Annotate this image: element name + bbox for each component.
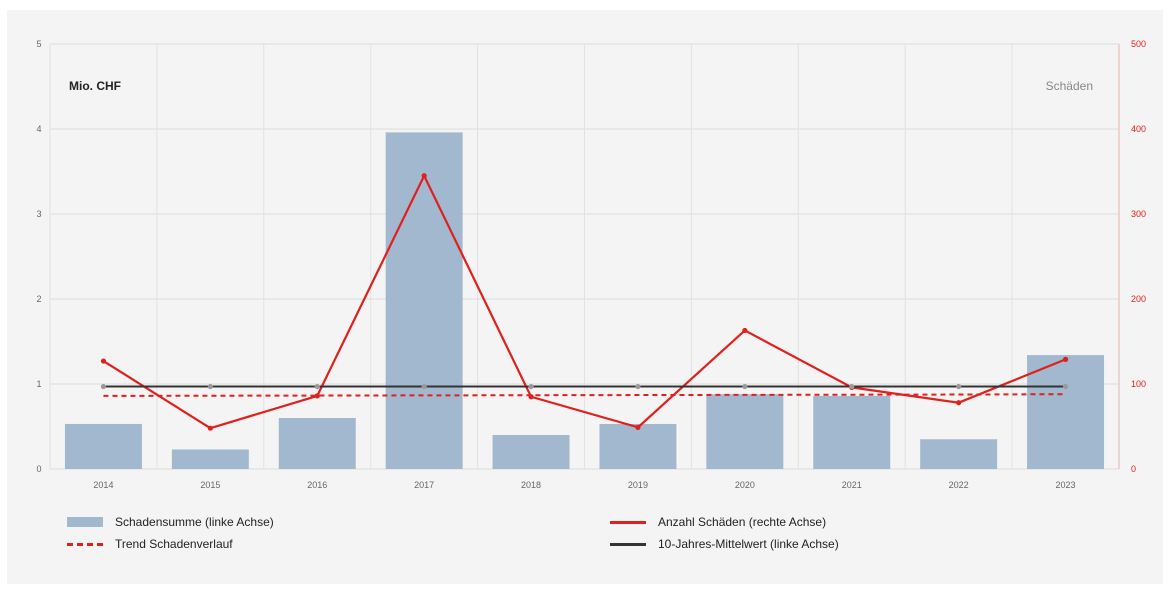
line-series: [100, 173, 1069, 431]
average-point: [849, 383, 855, 390]
count-point: [421, 173, 427, 179]
bar: [385, 132, 463, 469]
average-point: [635, 383, 641, 390]
y-axis-left-label: Mio. CHF: [69, 79, 121, 93]
legend-label: 10-Jahres-Mittelwert (linke Achse): [658, 537, 839, 551]
count-point: [635, 424, 641, 430]
average-point: [421, 383, 427, 390]
bar: [813, 395, 891, 469]
legend-item-mittelwert: 10-Jahres-Mittelwert (linke Achse): [610, 537, 839, 551]
y-right-tick-label: 400: [1131, 124, 1146, 134]
bar: [920, 439, 998, 469]
bar: [1027, 355, 1105, 469]
bar: [599, 423, 677, 469]
y-right-tick-label: 500: [1131, 39, 1146, 49]
x-tick-label: 2020: [735, 480, 755, 490]
bar: [706, 394, 784, 469]
count-point: [956, 400, 962, 406]
count-point: [1062, 356, 1069, 362]
x-tick-label: 2019: [628, 480, 648, 490]
y-axis-right-label: Schäden: [1046, 79, 1093, 93]
legend-swatch-dashed-line: [67, 542, 103, 546]
legend-label: Schadensumme (linke Achse): [115, 515, 274, 529]
legend-item-trend: Trend Schadenverlauf: [67, 537, 233, 551]
trend-line: [103, 393, 1066, 397]
x-tick-label: 2021: [842, 480, 862, 490]
bar: [171, 449, 249, 469]
x-tick-label: 2015: [200, 480, 220, 490]
count-point: [100, 358, 107, 364]
legend-swatch-line: [610, 542, 646, 546]
legend-item-schadensumme: Schadensumme (linke Achse): [67, 515, 274, 529]
x-tick-label: 2014: [93, 480, 113, 490]
y-right-tick-label: 0: [1131, 464, 1136, 474]
bar: [492, 435, 570, 469]
bar-series: [64, 132, 1105, 469]
y-left-tick-label: 4: [36, 124, 41, 134]
average-point: [742, 383, 748, 390]
x-tick-label: 2022: [949, 480, 969, 490]
legend-swatch-line: [610, 520, 646, 524]
y-right-tick-label: 200: [1131, 294, 1146, 304]
grid-lines: [49, 43, 1120, 470]
y-left-tick-label: 3: [36, 209, 41, 219]
count-point: [207, 425, 213, 431]
bar: [64, 423, 142, 469]
bar: [278, 418, 356, 469]
legend-label: Trend Schadenverlauf: [115, 537, 233, 551]
legend-swatch-bar: [67, 517, 103, 527]
average-point: [528, 383, 534, 390]
y-left-tick-label: 0: [36, 464, 41, 474]
average-point: [100, 383, 107, 390]
y-right-tick-label: 100: [1131, 379, 1146, 389]
average-point: [956, 383, 962, 390]
legend-label: Anzahl Schäden (rechte Achse): [658, 515, 827, 529]
average-point: [314, 383, 320, 390]
average-point: [1062, 383, 1069, 390]
x-tick-label: 2023: [1056, 480, 1076, 490]
y-left-tick-label: 2: [36, 294, 41, 304]
y-left-tick-label: 1: [36, 379, 41, 389]
y-right-tick-label: 300: [1131, 209, 1146, 219]
legend-item-anzahl: Anzahl Schäden (rechte Achse): [610, 515, 826, 529]
average-point: [207, 383, 213, 390]
count-point: [742, 327, 748, 334]
chart-panel: 0 1 2 3 4 5 0 100 200 300 400 500 2014 2015 2016 2017 20…: [7, 10, 1163, 584]
count-point: [314, 393, 320, 399]
x-tick-label: 2017: [414, 480, 434, 490]
combo-chart: 0 1 2 3 4 5 0 100 200 300 400 500 2014 2015 2016 2017 20…: [36, 39, 1146, 490]
axes: 0 1 2 3 4 5 0 100 200 300 400 500 2014 2015 2016 2017 20…: [36, 39, 1146, 490]
y-left-tick-label: 5: [36, 39, 41, 49]
x-tick-label: 2016: [307, 480, 327, 490]
x-tick-label: 2018: [521, 480, 541, 490]
